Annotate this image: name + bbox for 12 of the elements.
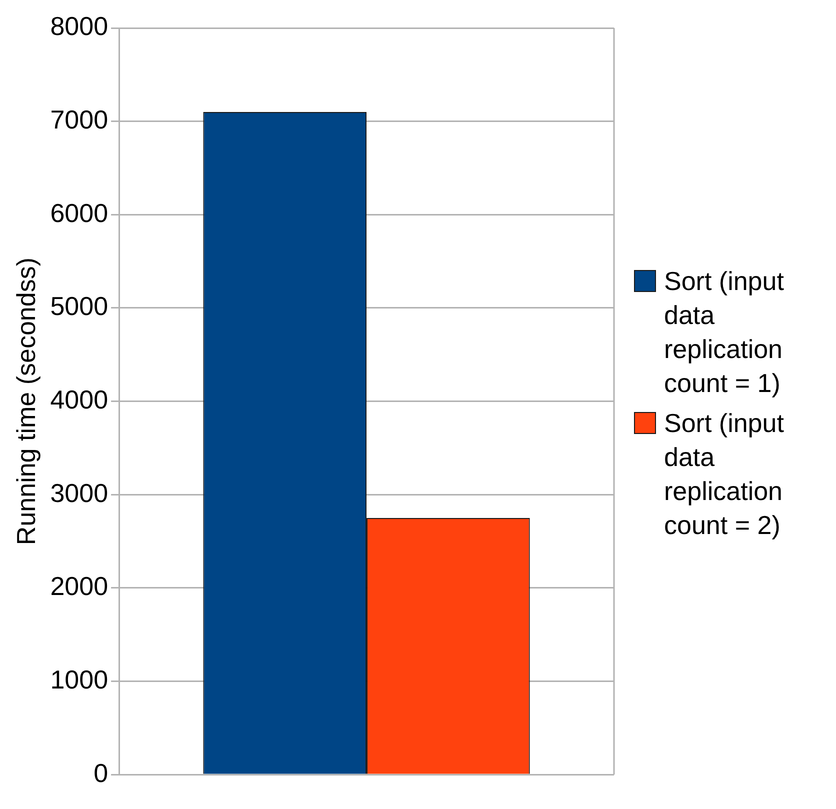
- y-tick-label: 4000: [50, 384, 108, 414]
- legend-label: Sort (input data replication count = 1): [664, 264, 785, 400]
- y-tick-label: 0: [94, 758, 108, 788]
- y-tick-label: 8000: [50, 11, 108, 42]
- y-axis-title: Running time (secondss): [10, 258, 41, 546]
- y-tick-label: 5000: [50, 291, 108, 322]
- y-tick-label: 7000: [50, 104, 108, 134]
- y-tick-label: 3000: [50, 478, 108, 508]
- y-tick-label: 1000: [50, 664, 108, 694]
- legend-label: Sort (input data replication count = 2): [664, 406, 785, 542]
- y-tick-label: 6000: [50, 198, 108, 228]
- y-tick-label: 2000: [50, 571, 108, 602]
